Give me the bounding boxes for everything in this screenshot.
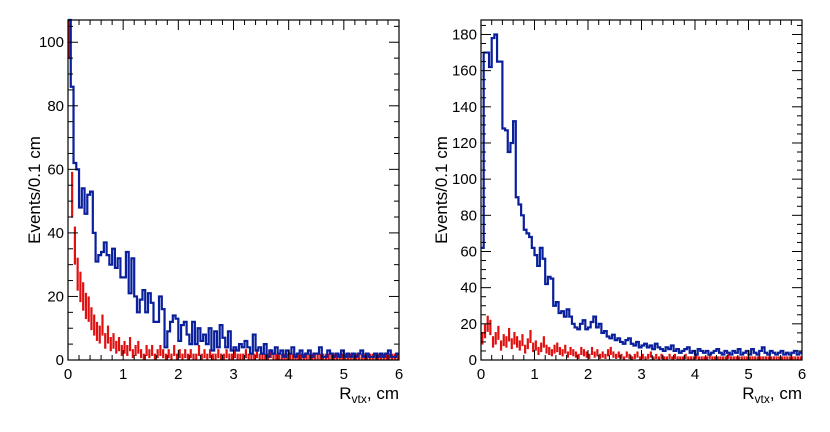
left-x-ticks: 0 1 2 3 4 5 6	[64, 20, 403, 383]
left-x-tick-label: 6	[395, 366, 403, 383]
right-blue-histogram-line	[481, 33, 802, 356]
right-y-tick-label: 0	[469, 352, 477, 369]
left-y-ticks: 0 20 40 60 80 100	[39, 25, 399, 369]
left-y-axis-title: Events/0.1 cm	[25, 136, 44, 244]
right-panel: 0 1 2 3 4 5 6 0 20 40 60 80 100 120 140 160 180 Events/…	[432, 19, 806, 406]
right-y-ticks: 0 20 40 60 80 100 120 140 160 180	[452, 24, 802, 369]
left-y-tick-label: 40	[47, 225, 64, 242]
left-panel: 0 1 2 3 4 5 6 0 20 40 60 80 100 Events/0.1 cm Rvtx,…	[25, 18, 403, 406]
right-x-axis-title-tail: , cm	[770, 384, 802, 403]
right-y-tick-label: 100	[452, 171, 477, 188]
right-plot-frame	[480, 19, 803, 361]
left-y-tick-label: 80	[47, 98, 64, 115]
right-x-tick-label: 2	[584, 366, 592, 383]
right-y-tick-label: 180	[452, 26, 477, 43]
left-x-axis-title-sub: vtx	[352, 392, 367, 406]
right-x-tick-label: 6	[798, 366, 806, 383]
left-blue-histogram-line	[68, 18, 399, 358]
right-x-tick-label: 1	[530, 366, 538, 383]
left-x-tick-label: 0	[64, 366, 72, 383]
left-x-axis-title: Rvtx, cm	[339, 384, 399, 406]
right-x-axis-title-sub: vtx	[755, 392, 770, 406]
left-red-series	[68, 20, 399, 360]
left-y-tick-label: 100	[39, 34, 64, 51]
right-y-axis-title: Events/0.1 cm	[432, 136, 451, 244]
right-x-tick-label: 4	[691, 366, 699, 383]
left-y-tick-label: 60	[47, 161, 64, 178]
right-x-tick-label: 5	[744, 366, 752, 383]
left-y-tick-label: 20	[47, 288, 64, 305]
left-x-tick-label: 2	[174, 366, 182, 383]
right-x-ticks: 0 1 2 3 4 5 6	[477, 20, 806, 383]
left-y-tick-label: 0	[56, 352, 64, 369]
right-y-tick-label: 40	[460, 280, 477, 297]
right-y-tick-label: 20	[460, 316, 477, 333]
left-x-tick-label: 5	[340, 366, 348, 383]
left-x-tick-label: 3	[229, 366, 237, 383]
right-x-tick-label: 3	[637, 366, 645, 383]
right-y-tick-label: 80	[460, 207, 477, 224]
right-y-tick-label: 140	[452, 99, 477, 116]
right-y-tick-label: 160	[452, 63, 477, 80]
left-x-tick-label: 4	[284, 366, 292, 383]
left-blue-series	[68, 18, 399, 358]
left-x-axis-title-tail: , cm	[367, 384, 399, 403]
right-x-tick-label: 0	[477, 366, 485, 383]
left-x-axis-title-main: R	[339, 384, 351, 403]
right-x-axis-title-main: R	[742, 384, 754, 403]
right-x-axis-title: Rvtx, cm	[742, 384, 802, 406]
left-plot-frame	[67, 19, 400, 361]
right-blue-series	[481, 33, 802, 356]
right-y-tick-label: 60	[460, 243, 477, 260]
left-x-tick-label: 1	[119, 366, 127, 383]
right-red-series	[481, 315, 802, 360]
right-y-tick-label: 120	[452, 135, 477, 152]
